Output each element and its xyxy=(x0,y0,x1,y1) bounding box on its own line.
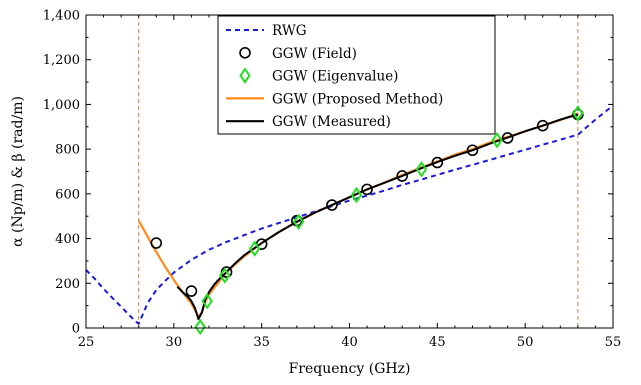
marker-ggw-eigenvalue xyxy=(194,318,206,336)
y-tick-label: 1,200 xyxy=(43,53,80,68)
legend: RWG GGW (Field) GGW (Eigenvalue) GGW (Propo… xyxy=(217,15,496,135)
marker-ggw-field xyxy=(326,199,338,211)
x-tick-label: 30 xyxy=(166,335,183,350)
marker-ggw-field xyxy=(150,237,163,249)
x-tick-label: 45 xyxy=(429,335,446,350)
legend-label: RWG xyxy=(272,23,307,39)
marker-ggw-eigenvalue xyxy=(219,267,231,284)
legend-item-rwg: RWG xyxy=(226,23,307,39)
y-tick-label: 400 xyxy=(55,232,80,247)
marker-ggw-field xyxy=(536,119,549,132)
marker-ggw-field xyxy=(185,285,198,297)
legend-item-ggw-field: GGW (Field) xyxy=(239,46,357,62)
vertical-reference-lines xyxy=(138,15,579,328)
markers-layer xyxy=(150,105,584,336)
legend-label: GGW (Eigenvalue) xyxy=(272,69,398,85)
x-tick-label: 50 xyxy=(517,335,534,350)
legend-label: GGW (Proposed Method) xyxy=(272,91,443,107)
marker-ggw-field xyxy=(501,132,514,144)
x-tick-label: 25 xyxy=(78,335,95,350)
series-line-rwg xyxy=(86,104,613,325)
legend-swatch xyxy=(239,46,251,59)
marker-ggw-field xyxy=(361,183,373,196)
marker-ggw-field xyxy=(431,156,444,169)
series-line-ggw-proposed-method xyxy=(137,112,579,318)
y-tick-label: 1,000 xyxy=(43,98,80,113)
marker-ggw-field xyxy=(466,144,479,157)
series-line-ggw-measured xyxy=(176,113,579,321)
marker-ggw-eigenvalue xyxy=(292,213,305,231)
x-tick-label: 40 xyxy=(341,335,358,350)
marker-ggw-eigenvalue xyxy=(201,292,213,310)
legend-item-ggw-proposed-method: GGW (Proposed Method) xyxy=(226,91,443,107)
marker-ggw-eigenvalue xyxy=(350,186,363,204)
y-axis-ticks: 0 200 400 600 800 1,000 1,200 1,400 xyxy=(43,9,613,337)
legend-box xyxy=(217,15,496,135)
legend-item-ggw-measured: GGW (Measured) xyxy=(226,114,391,130)
y-tick-label: 800 xyxy=(55,143,80,158)
y-tick-label: 200 xyxy=(55,277,80,292)
y-tick-label: 600 xyxy=(55,187,80,202)
x-axis-label: Frequency (GHz) xyxy=(289,361,411,377)
marker-ggw-eigenvalue xyxy=(248,240,261,257)
marker-ggw-field xyxy=(396,170,409,182)
marker-ggw-eigenvalue xyxy=(415,161,428,178)
series-layer xyxy=(86,104,613,325)
legend-label: GGW (Field) xyxy=(272,46,357,62)
y-tick-label: 1,400 xyxy=(43,9,80,24)
legend-item-ggw-eigenvalue: GGW (Eigenvalue) xyxy=(239,67,398,85)
marker-ggw-eigenvalue xyxy=(491,131,503,149)
x-tick-label: 55 xyxy=(605,335,622,350)
y-tick-label: 0 xyxy=(72,322,80,337)
y-axis-label: α (Np/m) & β (rad/m) xyxy=(10,96,26,247)
marker-ggw-eigenvalue xyxy=(572,105,584,122)
legend-label: GGW (Measured) xyxy=(272,114,391,130)
x-tick-label: 35 xyxy=(253,335,270,350)
legend-swatch xyxy=(239,67,251,84)
